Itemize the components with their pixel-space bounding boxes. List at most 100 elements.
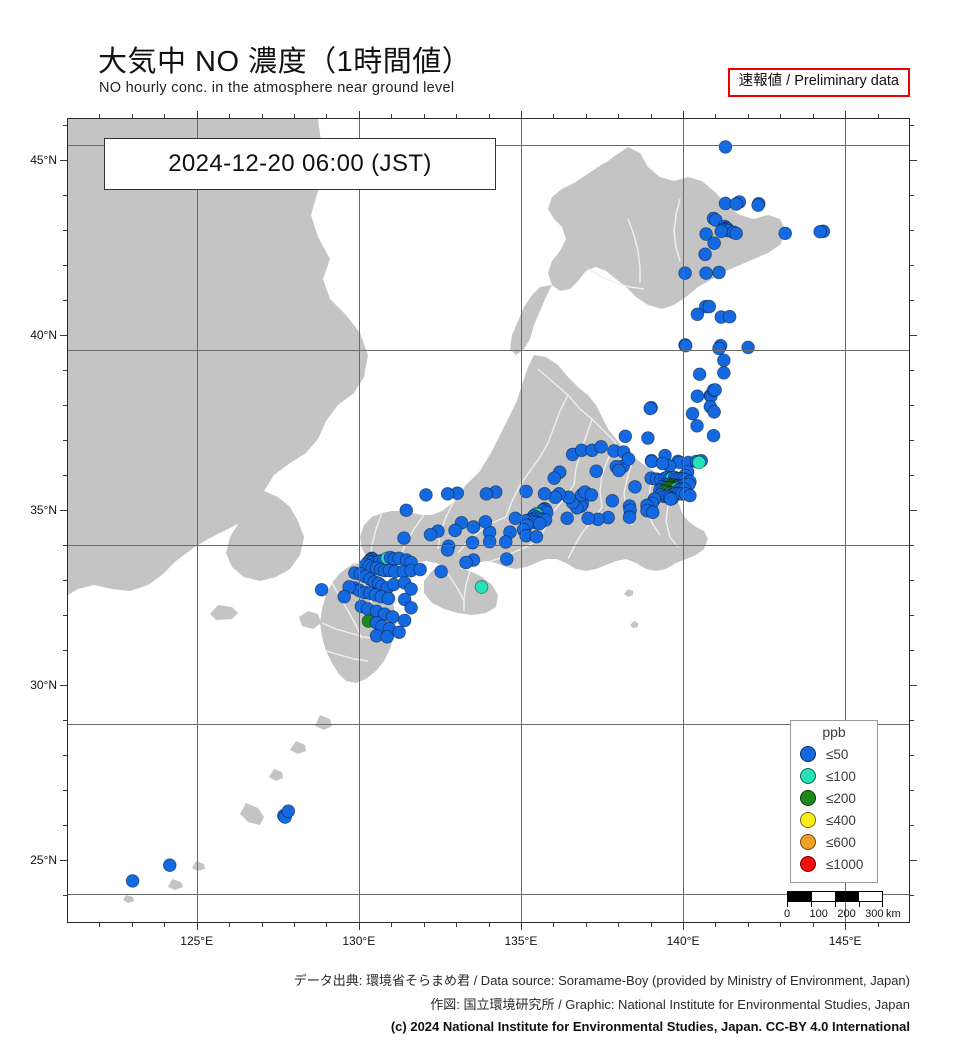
y-tick-major [60, 160, 67, 161]
legend-row: ≤50 [798, 743, 870, 765]
x-tick-major [358, 923, 360, 930]
station-point [440, 543, 455, 557]
y-tick-right-minor [910, 300, 914, 301]
x-tick-minor [747, 923, 749, 927]
y-tick-right [910, 160, 917, 161]
station-point [380, 630, 395, 644]
y-tick-right-minor [910, 475, 914, 476]
station-point [612, 463, 626, 478]
x-tick-top-minor [618, 114, 620, 118]
scale-label: 300 [865, 908, 884, 920]
station-point [589, 464, 604, 478]
y-tick-minor [63, 440, 67, 441]
korea-island-jeju [210, 605, 238, 620]
x-tick-top [196, 111, 198, 118]
station-point [392, 625, 406, 640]
station-point [519, 484, 533, 499]
timestamp-text: 2024-12-20 06:00 (JST) [168, 150, 432, 177]
station-point [699, 266, 713, 280]
station-point [628, 480, 642, 494]
y-tick-minor [63, 475, 67, 476]
y-tick-right-minor [910, 615, 914, 616]
y-tick-right-minor [910, 825, 914, 826]
scale-label: 100 [809, 908, 828, 920]
y-tick-major [60, 335, 67, 336]
x-tick-top-minor [780, 114, 782, 118]
gridline-30N [68, 724, 909, 725]
y-tick-right-minor [910, 755, 914, 756]
x-tick-major [196, 923, 198, 930]
y-tick-minor [63, 195, 67, 196]
legend-label: ≤1000 [826, 856, 864, 872]
y-axis-label: 40°N [30, 328, 57, 342]
gridline-25N [68, 894, 909, 895]
y-tick-right-minor [910, 265, 914, 266]
legend-label: ≤50 [826, 746, 849, 762]
y-tick-right-minor [910, 440, 914, 441]
gridline-130E [359, 119, 360, 922]
station-point [712, 341, 726, 356]
y-tick-minor [63, 895, 67, 896]
x-tick-top [520, 111, 522, 118]
x-tick-minor [326, 923, 328, 927]
x-tick-minor [585, 923, 587, 927]
footer-graphic-credit: 作図: 国立環境研究所 / Graphic: National Institut… [430, 997, 910, 1012]
izu-islands [624, 589, 633, 597]
korea-south-shape [226, 491, 304, 581]
x-axis-label: 140°E [666, 934, 700, 948]
x-tick-top-minor [715, 114, 717, 118]
x-tick-major [683, 923, 685, 930]
y-tick-right [910, 335, 917, 336]
footer-data-source: データ出典: 環境省そらまめ君 / Data source: Soramame-… [293, 973, 910, 988]
page-title: 大気中 NO 濃度（1時間値） [98, 46, 472, 78]
y-tick-major [60, 685, 67, 686]
footer-copyright: (c) 2024 National Institute for Environm… [390, 1019, 910, 1034]
y-tick-major [60, 510, 67, 511]
gridline-145E [845, 119, 846, 922]
y-tick-right-minor [910, 650, 914, 651]
x-tick-top-minor [229, 114, 231, 118]
scale-seg [858, 892, 882, 901]
izu-islands-2 [630, 621, 638, 628]
station-point [594, 439, 608, 454]
station-point [532, 516, 547, 531]
y-tick-right-minor [910, 370, 914, 371]
legend-swatch-icon [800, 746, 816, 763]
x-tick-top [358, 111, 360, 118]
scale-unit-label: km [886, 908, 901, 920]
station-point [281, 804, 296, 818]
x-tick-minor [164, 923, 166, 927]
station-point [692, 455, 706, 470]
x-tick-top-minor [391, 114, 393, 118]
y-tick-minor [63, 230, 67, 231]
honshu-shape [360, 355, 708, 571]
station-point [707, 236, 721, 250]
x-tick-minor [877, 923, 879, 927]
monitoring-station-points [125, 140, 831, 888]
ishigaki-island [168, 879, 183, 890]
ryukyu-island-1 [315, 715, 332, 730]
x-tick-minor [456, 923, 458, 927]
concentration-legend: ppb ≤50 ≤100 ≤200 ≤400 ≤600 ≤1000 [790, 720, 878, 884]
legend-row: ≤100 [798, 765, 870, 787]
station-point [717, 353, 731, 368]
station-point [482, 534, 497, 549]
x-tick-top-minor [650, 114, 652, 118]
x-tick-top-minor [877, 114, 879, 118]
station-point [778, 226, 793, 241]
y-tick-right-minor [910, 720, 914, 721]
x-tick-top-minor [747, 114, 749, 118]
x-tick-top-minor [812, 114, 814, 118]
station-point [434, 564, 448, 579]
legend-row: ≤400 [798, 809, 870, 831]
station-point [381, 591, 396, 606]
page-subtitle: NO hourly conc. in the atmosphere near g… [99, 80, 455, 96]
station-point [698, 247, 712, 262]
legend-swatch-icon [800, 834, 816, 851]
legend-swatch-icon [800, 856, 816, 873]
station-point [683, 488, 697, 503]
station-point [692, 367, 707, 382]
station-point [645, 505, 660, 520]
station-point [440, 487, 455, 501]
y-tick-minor [63, 755, 67, 756]
